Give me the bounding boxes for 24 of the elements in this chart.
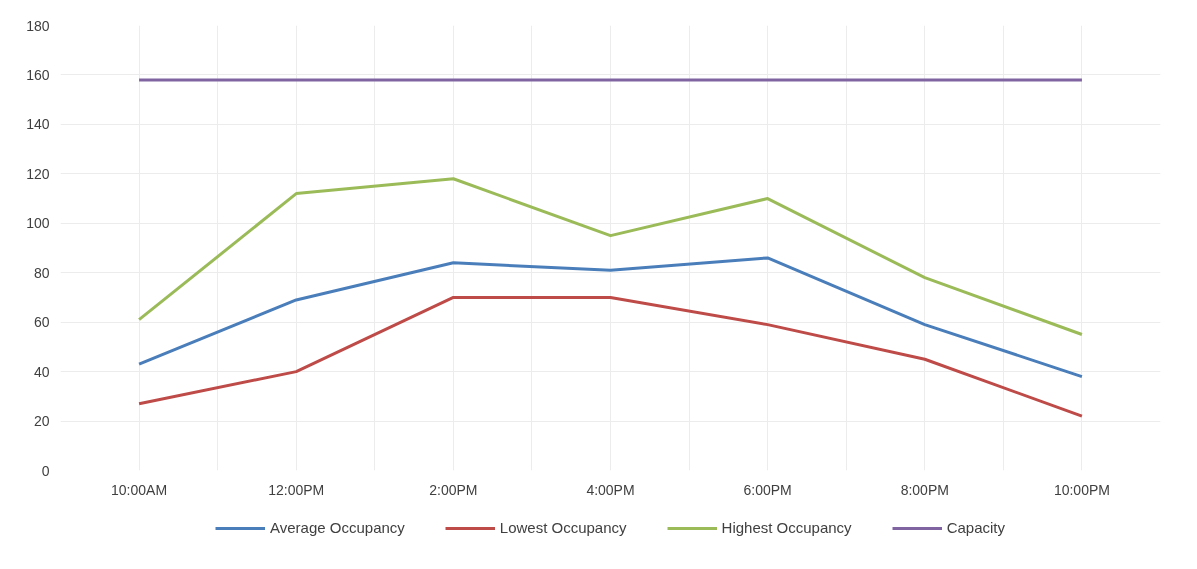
line-series [137,256,1084,379]
y-tick-label: 140 [26,116,50,133]
x-tick-label: 12:00PM [268,481,325,498]
y-tick-label: 100 [26,215,50,232]
x-tick-label: 10:00AM [111,481,168,498]
y-tick-label: 160 [26,66,50,83]
y-tick-label: 180 [26,17,50,34]
y-tick-label: 120 [26,165,50,182]
x-tick-label: 2:00PM [429,481,478,498]
legend-label: Highest Occupancy [721,519,852,536]
y-tick-label: 60 [33,314,50,331]
x-tick-label: 8:00PM [900,481,949,498]
y-tick-label: 40 [33,363,50,380]
y-tick-label: 20 [33,413,50,430]
legend-label: Capacity [946,519,1005,536]
x-tick-label: 4:00PM [586,481,635,498]
line-series [137,177,1084,337]
x-tick-label: 10:00PM [1053,481,1110,498]
line-series [137,295,1084,418]
x-tick-label: 6:00PM [743,481,792,498]
y-tick-label: 0 [41,462,50,479]
y-tick-label: 80 [33,264,50,281]
legend-label: Lowest Occupancy [499,519,627,536]
legend-label: Average Occupancy [270,519,405,536]
